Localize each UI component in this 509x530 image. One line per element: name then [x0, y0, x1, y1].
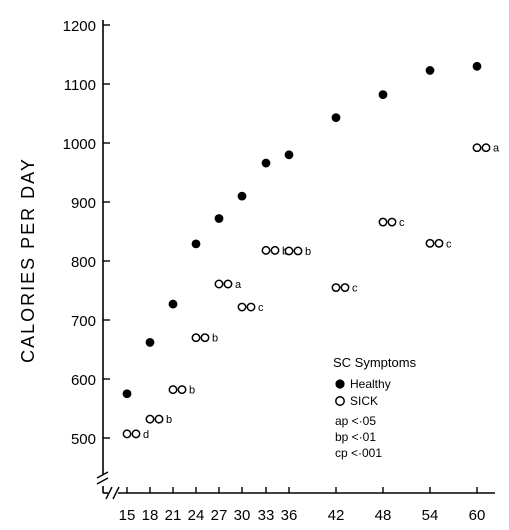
sick-point-significance: a: [493, 143, 500, 155]
x-tick-label: 15: [119, 507, 136, 524]
y-tick-label: 1000: [63, 136, 96, 153]
y-tick-label: 900: [71, 195, 96, 212]
sick-point-significance: c: [446, 238, 452, 250]
legend-healthy-marker: [335, 379, 345, 389]
y-axis-label-group: CALORIES PER DAY: [18, 157, 38, 363]
healthy-point: [191, 239, 201, 249]
healthy-point: [378, 90, 388, 100]
y-ticks: 500 600 700 800 900 1000 1100 1200: [63, 18, 110, 448]
sick-point-pair: [434, 238, 444, 248]
legend-note-c: cp <·001: [335, 446, 382, 460]
legend-sick-marker: [335, 396, 345, 406]
legend-sick-label: SICK: [350, 394, 378, 408]
healthy-point: [214, 214, 224, 223]
sick-point: [191, 333, 201, 343]
x-tick-label: 54: [422, 507, 439, 524]
healthy-point: [168, 299, 178, 309]
sick-point-significance: c: [352, 283, 358, 295]
sick-point-pair: [246, 302, 256, 312]
sick-point: [214, 279, 224, 289]
x-axis-break-mark: [105, 486, 120, 500]
sick-point: [472, 143, 482, 153]
sick-point: [237, 302, 247, 312]
healthy-point: [425, 66, 435, 75]
sick-point-significance: b: [166, 414, 172, 426]
y-tick-label: 1100: [64, 77, 96, 94]
healthy-point: [284, 150, 294, 160]
sick-point-significance: b: [189, 385, 195, 397]
sick-point-pair: [223, 279, 233, 289]
legend-healthy-label: Healthy: [350, 377, 391, 391]
sick-point-significance: b: [305, 246, 311, 258]
sick-point: [261, 245, 271, 255]
legend-title: SC Symptoms: [333, 355, 417, 370]
sick-point-pair: [154, 414, 164, 424]
sick-point-significance: d: [143, 429, 149, 441]
y-tick-label: 800: [71, 254, 96, 271]
data-points: dbbbacbbccca: [122, 61, 500, 441]
healthy-point: [472, 61, 482, 71]
x-tick-label: 18: [142, 507, 159, 524]
x-tick-label: 36: [281, 507, 298, 524]
legend: SC Symptoms Healthy SICK ap <·05 bp <·01…: [333, 355, 417, 460]
sick-point-pair: [177, 385, 187, 395]
sick-point-pair: [270, 245, 280, 255]
sick-point-pair: [340, 283, 350, 292]
sick-point-pair: [293, 246, 303, 256]
sick-point: [122, 429, 132, 439]
sick-point-pair: [387, 217, 397, 227]
x-tick-label: 27: [211, 507, 228, 524]
sick-point-significance: c: [399, 217, 405, 229]
sick-point: [284, 246, 294, 256]
legend-note-a: ap <·05: [335, 414, 376, 428]
x-tick-label: 21: [165, 507, 182, 524]
y-axis-break-mark: [96, 471, 109, 485]
sick-point-significance: b: [212, 333, 218, 345]
y-tick-label: 500: [71, 431, 96, 448]
sick-point: [425, 238, 435, 248]
x-tick-label: 24: [188, 507, 205, 524]
sick-point-significance: a: [235, 279, 242, 291]
y-tick-label: 700: [71, 313, 96, 330]
x-tick-label: 42: [328, 507, 345, 524]
y-tick-label: 1200: [63, 18, 96, 35]
sick-point-pair: [481, 143, 491, 153]
x-tick-label: 33: [258, 507, 275, 524]
sick-point: [331, 283, 341, 292]
y-axis-label: CALORIES PER DAY: [18, 157, 38, 363]
x-tick-label: 48: [375, 507, 392, 524]
axes: [96, 20, 495, 500]
legend-note-b: bp <·01: [335, 430, 376, 444]
healthy-point: [122, 389, 132, 399]
y-tick-label: 600: [71, 372, 96, 389]
sick-point: [378, 217, 388, 227]
x-tick-label: 60: [469, 507, 486, 524]
x-tick-label: 30: [234, 507, 251, 524]
healthy-point: [237, 191, 247, 201]
x-ticks: 15 18 21 24 27 30 33 36 42 48 54 60: [119, 487, 486, 524]
healthy-point: [331, 113, 341, 123]
sick-point-pair: [131, 429, 141, 439]
sick-point-significance: c: [258, 302, 264, 314]
sick-point-pair: [200, 333, 210, 343]
healthy-point: [261, 158, 271, 168]
sick-point: [168, 385, 178, 395]
sick-point: [145, 414, 155, 424]
healthy-point: [145, 338, 155, 347]
